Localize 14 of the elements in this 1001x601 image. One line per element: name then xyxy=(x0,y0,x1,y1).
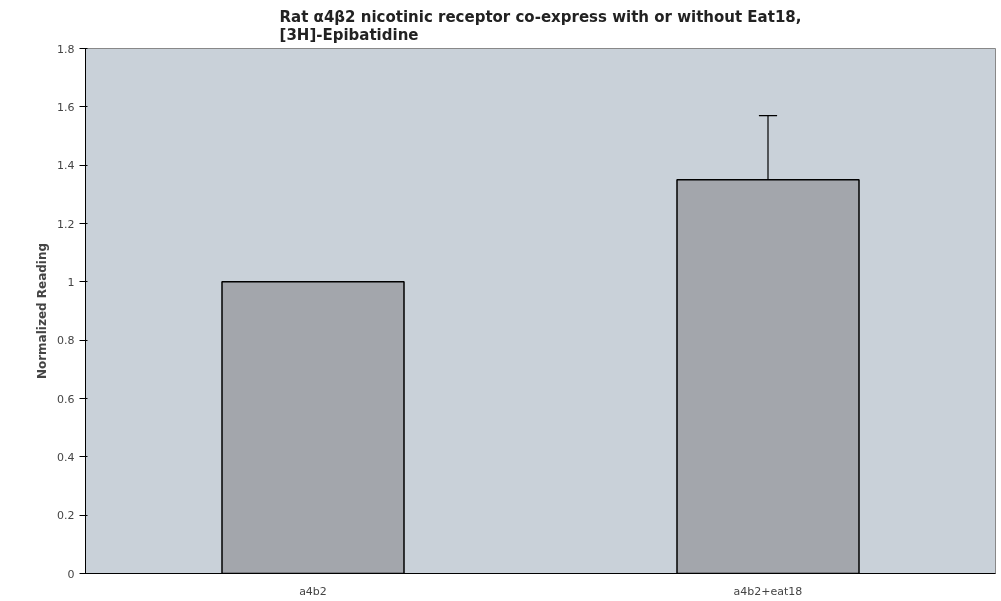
y-tick-label: 0 xyxy=(67,567,75,581)
x-tick-label: a4b2 xyxy=(299,584,327,598)
y-tick-label: 1.8 xyxy=(57,42,75,56)
y-tick-label: 0.4 xyxy=(57,450,75,464)
y-axis-title: Normalized Reading xyxy=(35,242,50,380)
chart-title: Rat α4β2 nicotinic receptor co-express with or without Eat18, [3H]-Epibatidine xyxy=(279,7,802,44)
y-tick-label: 0.8 xyxy=(57,334,75,348)
y-tick-label: 0.6 xyxy=(57,392,75,406)
y-tick-label: 1.6 xyxy=(57,100,75,114)
x-tick-label: a4b2+eat18 xyxy=(733,584,803,598)
y-tick-label: 1.4 xyxy=(57,159,75,173)
y-tick-label: 1 xyxy=(67,275,75,289)
y-tick-label: 0.2 xyxy=(57,509,75,523)
y-tick-label: 1.2 xyxy=(57,217,75,231)
